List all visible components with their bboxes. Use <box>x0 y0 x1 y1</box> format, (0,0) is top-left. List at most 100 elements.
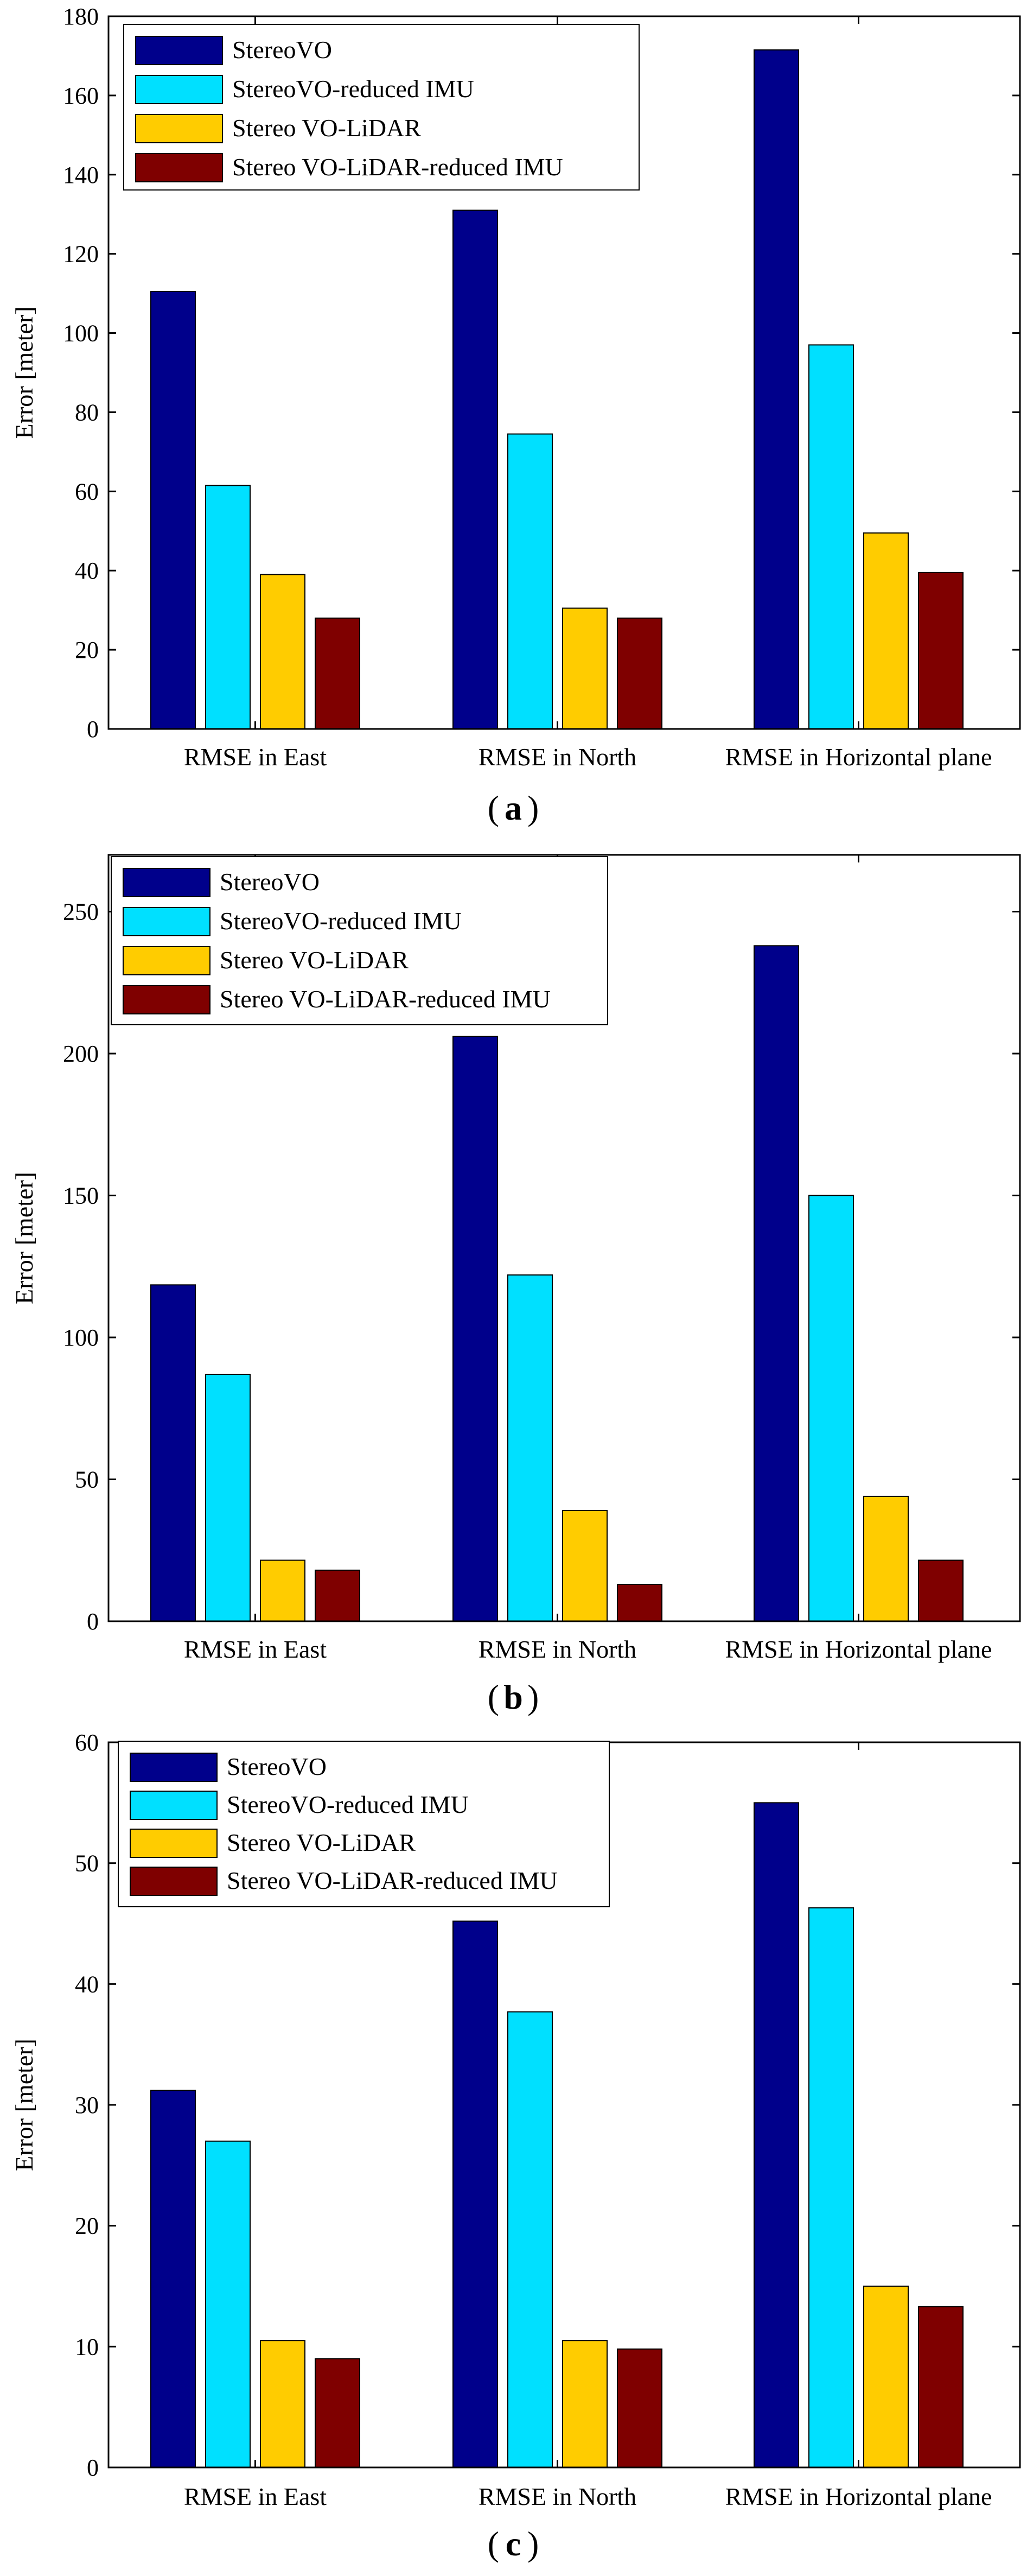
chart-panel-c: 0 10 20 30 40 50 60 RMSE in East RMSE in North RM… <box>0 1726 1027 2576</box>
bar-stereo-vo-lidar-2 <box>863 532 909 729</box>
legend-swatch <box>135 114 223 143</box>
legend-swatch <box>123 985 210 1014</box>
bar-stereovo-reduced-imu-0 <box>205 485 251 729</box>
x-category-label: RMSE in Horizontal plane <box>725 1635 992 1663</box>
x-category-label: RMSE in East <box>184 743 327 771</box>
bar-stereovo-2 <box>754 945 799 1622</box>
y-tick-label: 10 <box>75 2333 99 2360</box>
bar-stereovo-reduced-imu-2 <box>808 344 854 729</box>
caption-close-paren: ) <box>527 1678 539 1716</box>
bar-stereo-vo-lidar-reduced-imu-1 <box>617 1584 662 1622</box>
chart-panel-b: 0 50 100 150 200 250 RMSE in East RMSE in North… <box>0 847 1027 1726</box>
bar-stereo-vo-lidar-0 <box>260 2340 305 2468</box>
bar-stereovo-reduced-imu-1 <box>507 2011 553 2468</box>
y-tick-label: 60 <box>75 478 99 505</box>
bar-stereo-vo-lidar-1 <box>562 607 608 729</box>
bar-stereo-vo-lidar-2 <box>863 2286 909 2468</box>
y-tick-label: 100 <box>63 320 99 347</box>
chart-panel-a: 0 20 40 60 80 100 120 140 160 180 RMSE in East RMSE… <box>0 0 1027 847</box>
bar-stereo-vo-lidar-2 <box>863 1495 909 1622</box>
plot-frame <box>107 854 1021 1622</box>
legend-swatch <box>130 1829 218 1858</box>
bar-stereo-vo-lidar-reduced-imu-2 <box>918 572 964 729</box>
bar-stereovo-reduced-imu-1 <box>507 433 553 729</box>
bar-stereovo-2 <box>754 49 799 729</box>
bar-stereo-vo-lidar-reduced-imu-1 <box>617 2348 662 2468</box>
legend-swatch <box>123 946 210 975</box>
bar-stereo-vo-lidar-1 <box>562 2340 608 2468</box>
x-category-label: RMSE in East <box>184 2483 327 2510</box>
bar-stereovo-reduced-imu-2 <box>808 1195 854 1622</box>
legend-swatch <box>130 1753 218 1782</box>
legend-label: StereoVO-reduced IMU <box>227 1791 469 1818</box>
y-tick-label: 50 <box>75 1850 99 1877</box>
y-tick-label: 250 <box>63 899 99 925</box>
y-tick-label: 40 <box>75 1971 99 1997</box>
x-category-label: RMSE in Horizontal plane <box>725 2483 992 2510</box>
bar-chart-a: 0 20 40 60 80 100 120 140 160 180 RMSE in East RMSE… <box>10 3 1021 827</box>
legend-swatch <box>130 1791 218 1820</box>
plot-frame <box>107 15 1021 730</box>
bar-stereovo-reduced-imu-2 <box>808 1907 854 2468</box>
y-axis-label: Error [meter] <box>10 307 38 439</box>
bar-stereo-vo-lidar-reduced-imu-2 <box>918 1559 964 1622</box>
legend-swatch <box>135 153 223 182</box>
bar-chart-c: 0 10 20 30 40 50 60 RMSE in East RMSE in North RM… <box>10 1729 1021 2563</box>
bar-stereovo-reduced-imu-1 <box>507 1274 553 1622</box>
x-category-label: RMSE in North <box>479 743 636 771</box>
y-tick-label: 20 <box>75 2213 99 2239</box>
legend-label: StereoVO <box>220 868 320 896</box>
y-tick-label: 0 <box>87 1608 99 1635</box>
legend-label: StereoVO-reduced IMU <box>220 907 462 935</box>
caption-letter: a <box>505 789 522 827</box>
y-tick-label: 40 <box>75 557 99 584</box>
y-tick-label: 0 <box>87 716 99 743</box>
y-tick-label: 30 <box>75 2092 99 2118</box>
caption-close-paren: ) <box>527 789 539 827</box>
bar-chart-b: 0 50 100 150 200 250 RMSE in East RMSE in North… <box>10 854 1021 1716</box>
caption-open-paren: ( <box>488 2524 499 2563</box>
legend-swatch <box>123 868 210 897</box>
legend-swatch <box>135 36 223 65</box>
caption-open-paren: ( <box>488 1678 499 1716</box>
y-axis-label: Error [meter] <box>10 1172 38 1304</box>
legend-swatch <box>123 907 210 936</box>
legend-label: Stereo VO-LiDAR <box>220 946 409 974</box>
legend-label: Stereo VO-LiDAR-reduced IMU <box>220 985 551 1013</box>
x-category-label: RMSE in Horizontal plane <box>725 743 992 771</box>
legend-swatch <box>130 1867 218 1896</box>
x-category-label: RMSE in North <box>479 2483 636 2510</box>
y-tick-label: 0 <box>87 2454 99 2481</box>
caption-letter: b <box>503 1678 523 1716</box>
bar-stereo-vo-lidar-reduced-imu-0 <box>315 617 360 730</box>
legend-label: StereoVO-reduced IMU <box>232 75 474 103</box>
bar-stereovo-1 <box>452 1036 498 1622</box>
bar-stereovo-0 <box>150 1284 196 1622</box>
legend-label: Stereo VO-LiDAR-reduced IMU <box>232 153 563 181</box>
y-tick-label: 150 <box>63 1183 99 1209</box>
bar-stereovo-2 <box>754 1802 799 2468</box>
y-tick-label: 50 <box>75 1467 99 1493</box>
bar-stereovo-reduced-imu-0 <box>205 2140 251 2468</box>
bar-stereovo-reduced-imu-0 <box>205 1374 251 1622</box>
bar-stereovo-1 <box>452 1920 498 2468</box>
legend-label: Stereo VO-LiDAR <box>227 1829 416 1856</box>
y-tick-label: 60 <box>75 1729 99 1756</box>
legend-swatch <box>135 75 223 104</box>
x-category-label: RMSE in North <box>479 1635 636 1663</box>
legend-label: Stereo VO-LiDAR-reduced IMU <box>227 1867 558 1894</box>
caption-open-paren: ( <box>488 789 499 827</box>
bar-stereo-vo-lidar-reduced-imu-0 <box>315 2358 360 2468</box>
bar-stereovo-1 <box>452 210 498 729</box>
y-tick-label: 100 <box>63 1324 99 1351</box>
y-axis-label: Error [meter] <box>10 2039 38 2171</box>
bar-stereo-vo-lidar-0 <box>260 1559 305 1622</box>
bar-stereovo-0 <box>150 2090 196 2468</box>
y-tick-label: 180 <box>63 3 99 30</box>
bar-stereo-vo-lidar-1 <box>562 1510 608 1622</box>
y-tick-label: 160 <box>63 83 99 109</box>
legend-label: Stereo VO-LiDAR <box>232 114 421 142</box>
y-tick-label: 80 <box>75 399 99 426</box>
legend-label: StereoVO <box>227 1753 327 1780</box>
bar-stereo-vo-lidar-reduced-imu-2 <box>918 2306 964 2469</box>
